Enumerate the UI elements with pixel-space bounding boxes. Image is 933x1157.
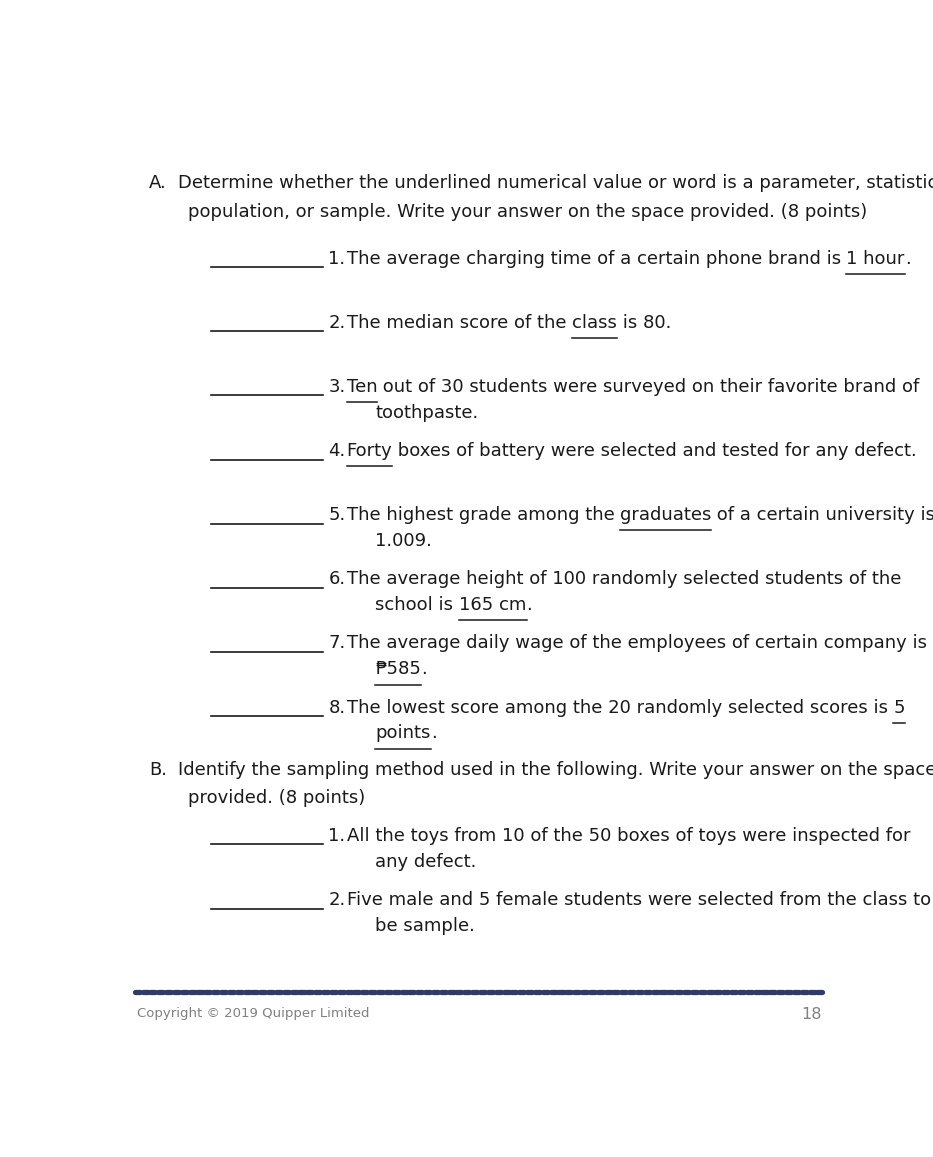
Text: out of 30 students were surveyed on their favorite brand of: out of 30 students were surveyed on thei… (377, 378, 919, 396)
Text: B.: B. (149, 760, 167, 779)
Text: boxes of battery were selected and tested for any defect.: boxes of battery were selected and teste… (392, 442, 917, 460)
Text: any defect.: any defect. (375, 853, 477, 871)
Text: toothpaste.: toothpaste. (375, 404, 479, 421)
Text: 1.: 1. (328, 827, 345, 845)
Text: The average charging time of a certain phone brand is: The average charging time of a certain p… (346, 250, 846, 267)
Text: The average daily wage of the employees of certain company is: The average daily wage of the employees … (346, 634, 926, 653)
Text: of a certain university is: of a certain university is (712, 506, 933, 524)
Text: A.: A. (149, 175, 167, 192)
Text: Identify the sampling method used in the following. Write your answer on the spa: Identify the sampling method used in the… (178, 760, 933, 779)
Text: The highest grade among the: The highest grade among the (346, 506, 620, 524)
Text: 2.: 2. (328, 314, 346, 332)
Text: school is: school is (375, 596, 459, 614)
Text: .: . (526, 596, 533, 614)
Text: 5.: 5. (328, 506, 346, 524)
Text: .: . (431, 724, 437, 743)
Text: 1.009.: 1.009. (375, 532, 432, 550)
Text: 165 cm: 165 cm (459, 596, 526, 614)
Text: Ten: Ten (346, 378, 377, 396)
Text: 5: 5 (893, 699, 905, 716)
Text: .: . (422, 661, 427, 678)
Text: graduates: graduates (620, 506, 712, 524)
Text: population, or sample. Write your answer on the space provided. (8 points): population, or sample. Write your answer… (188, 202, 868, 221)
Text: points: points (375, 724, 431, 743)
Text: 8.: 8. (328, 699, 345, 716)
Text: Copyright © 2019 Quipper Limited: Copyright © 2019 Quipper Limited (137, 1007, 369, 1019)
Text: 3.: 3. (328, 378, 346, 396)
Text: The lowest score among the 20 randomly selected scores is: The lowest score among the 20 randomly s… (346, 699, 893, 716)
Text: 1 hour: 1 hour (846, 250, 905, 267)
Text: .: . (905, 250, 911, 267)
Text: class: class (572, 314, 617, 332)
Text: The average height of 100 randomly selected students of the: The average height of 100 randomly selec… (346, 570, 901, 588)
Text: ₱585: ₱585 (375, 661, 422, 678)
Text: 1.: 1. (328, 250, 345, 267)
Text: 7.: 7. (328, 634, 346, 653)
Text: is 80.: is 80. (617, 314, 671, 332)
Text: All the toys from 10 of the 50 boxes of toys were inspected for: All the toys from 10 of the 50 boxes of … (346, 827, 910, 845)
Text: provided. (8 points): provided. (8 points) (188, 789, 366, 808)
Text: 6.: 6. (328, 570, 345, 588)
Text: The median score of the: The median score of the (346, 314, 572, 332)
Text: 2.: 2. (328, 891, 346, 909)
Text: Five male and 5 female students were selected from the class to: Five male and 5 female students were sel… (346, 891, 931, 909)
Text: Forty: Forty (346, 442, 392, 460)
Text: be sample.: be sample. (375, 916, 475, 935)
Text: Determine whether the underlined numerical value or word is a parameter, statist: Determine whether the underlined numeric… (178, 175, 933, 192)
Text: 18: 18 (801, 1007, 822, 1022)
Text: 4.: 4. (328, 442, 346, 460)
